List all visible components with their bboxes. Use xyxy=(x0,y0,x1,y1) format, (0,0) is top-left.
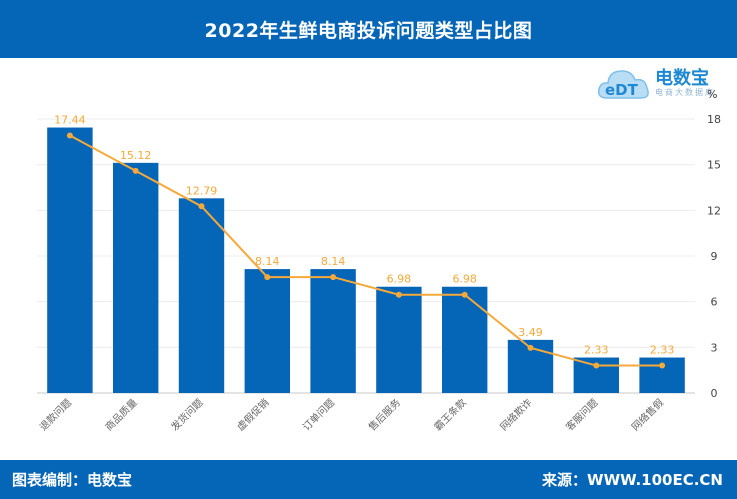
line-point xyxy=(198,203,205,210)
logo-subtext: 电商大数据库 xyxy=(655,88,715,97)
x-tick-label: 网络售假 xyxy=(629,396,666,433)
y-tick-label: 3 xyxy=(711,341,718,354)
y-tick-label: 6 xyxy=(711,296,718,309)
line-point xyxy=(461,291,468,298)
data-label: 15.12 xyxy=(120,149,152,162)
footer-credit: 图表编制：电数宝 xyxy=(12,471,133,489)
data-label: 3.49 xyxy=(518,326,543,339)
data-label: 2.33 xyxy=(650,344,675,357)
data-label: 2.33 xyxy=(584,344,609,357)
line-point xyxy=(132,167,139,174)
x-tick-label: 商品质量 xyxy=(102,396,139,433)
logo: eDT 电数宝 电商大数据库 xyxy=(597,62,737,104)
y-tick-label: 12 xyxy=(707,204,721,217)
y-tick-label: 9 xyxy=(711,250,718,263)
logo-text: 电数宝 xyxy=(655,68,709,89)
data-label: 17.44 xyxy=(54,114,86,127)
data-label: 8.14 xyxy=(255,255,280,268)
bar xyxy=(376,286,422,393)
data-label: 6.98 xyxy=(387,273,412,286)
data-label: 8.14 xyxy=(321,255,346,268)
y-tick-label: 0 xyxy=(711,387,718,400)
cloud-edt-logo-icon: eDT xyxy=(597,70,649,99)
x-tick-labels: 退款问题 商品质量 发货问题 虚假促销 订单问题 售后服务 霸王条款 网络欺诈 客服问题 网络售假 xyxy=(37,396,667,433)
x-tick-label: 退款问题 xyxy=(37,396,74,433)
data-label: 12.79 xyxy=(186,184,218,197)
svg-text:eDT: eDT xyxy=(605,81,639,99)
line-point xyxy=(527,344,534,351)
footer-bar: 图表编制：电数宝 来源：WWW.100EC.CN xyxy=(0,460,737,499)
chart-title: 2022年生鲜电商投诉问题类型占比图 xyxy=(204,19,533,42)
y-tick-label: 15 xyxy=(707,159,721,172)
x-tick-label: 订单问题 xyxy=(300,396,337,433)
line-point xyxy=(659,362,666,369)
title-bar: 2022年生鲜电商投诉问题类型占比图 xyxy=(0,0,737,58)
footer-source: 来源：WWW.100EC.CN xyxy=(542,471,723,489)
x-tick-label: 霸王条款 xyxy=(431,396,468,433)
x-tick-label: 网络欺诈 xyxy=(497,396,534,433)
y-axis-unit-label: % xyxy=(707,88,718,101)
line-point xyxy=(330,274,337,281)
overlay-line xyxy=(66,132,666,369)
x-tick-label: 发货问题 xyxy=(168,396,205,433)
bar xyxy=(244,269,291,393)
series-line xyxy=(69,134,663,367)
bar xyxy=(47,127,93,393)
y-tick-labels: 0 3 6 9 12 15 18 xyxy=(707,113,721,400)
line-point xyxy=(395,291,402,298)
line-point xyxy=(66,132,73,139)
line-point xyxy=(264,274,271,281)
x-tick-label: 售后服务 xyxy=(366,396,403,433)
data-label: 6.98 xyxy=(452,273,477,286)
bar xyxy=(441,286,488,393)
bars xyxy=(47,127,685,393)
y-tick-label: 18 xyxy=(707,113,721,126)
x-tick-label: 虚假促销 xyxy=(234,396,271,433)
bar xyxy=(310,269,356,393)
line-point xyxy=(593,362,600,369)
bar xyxy=(178,198,225,393)
bar xyxy=(112,162,159,393)
x-tick-label: 客服问题 xyxy=(563,396,600,433)
data-labels: 17.44 15.12 12.79 8.14 8.14 6.98 6.98 3.49 2.33 2… xyxy=(54,114,674,357)
